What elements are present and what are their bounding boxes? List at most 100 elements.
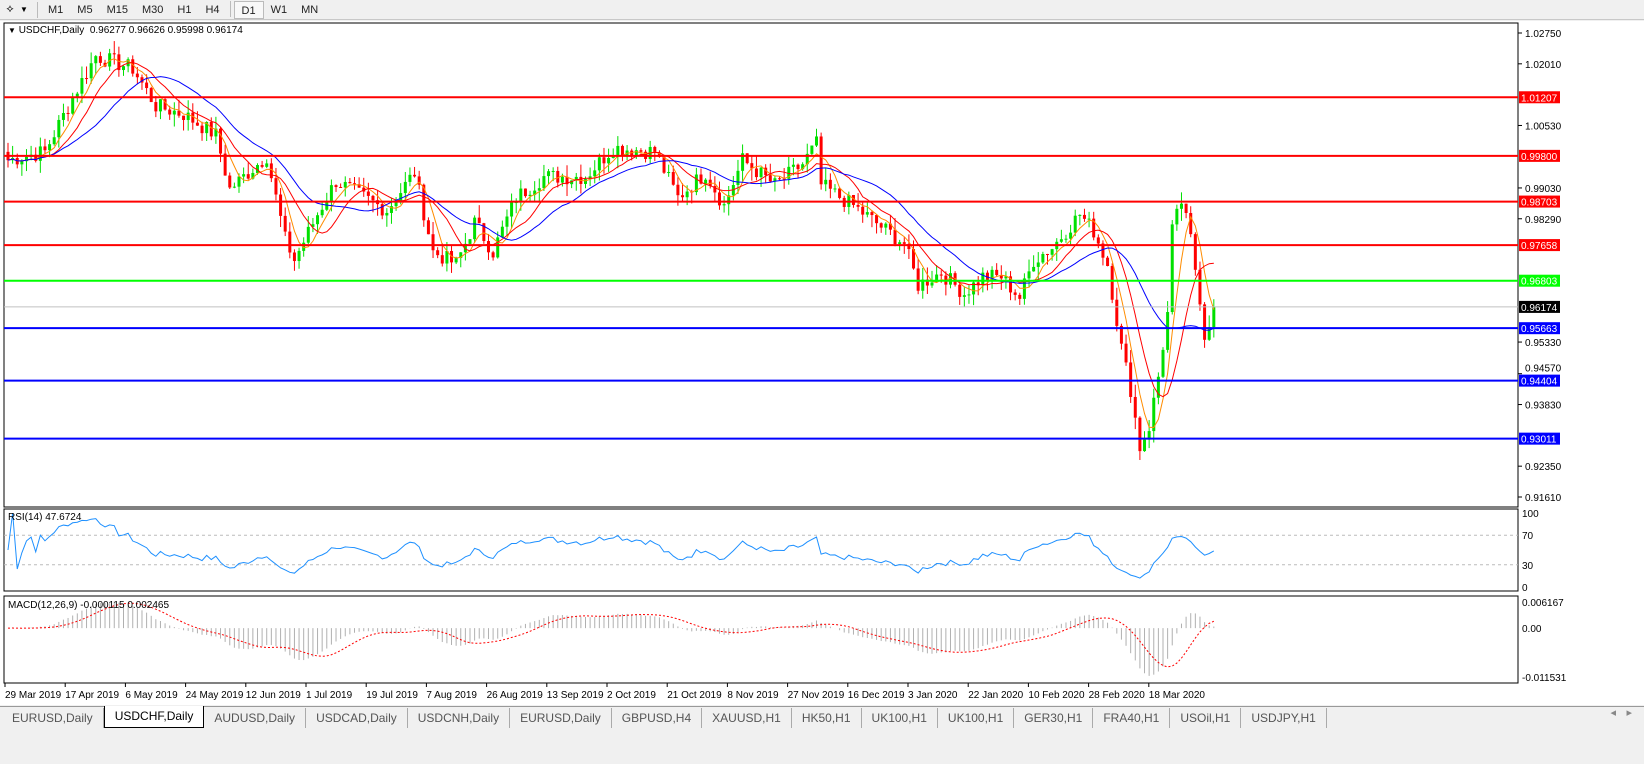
chart-tab[interactable]: USDJPY,H1 [1241, 708, 1327, 728]
candle-body [399, 193, 403, 203]
candle-body [1078, 214, 1082, 216]
candle-body [1004, 276, 1008, 279]
timeframe-d1[interactable]: D1 [233, 0, 264, 19]
candle-body [482, 223, 486, 242]
macd-label: MACD(12,26,9) -0.000115 0.002465 [8, 600, 170, 611]
candle-body [717, 192, 721, 206]
chart-tab[interactable]: UK100,H1 [938, 708, 1015, 728]
candle-body [727, 195, 731, 205]
chart-canvas[interactable]: 1.02750 1.02010 1.00530 0.99030 0.98290 0.953… [0, 21, 1644, 705]
candle-body [122, 66, 125, 71]
timeframe-m5[interactable]: M5 [77, 3, 93, 16]
candle-body [1133, 396, 1137, 418]
candle-body [292, 252, 296, 262]
candle-body [958, 284, 962, 297]
candle-body [209, 121, 213, 137]
chart-tab[interactable]: GER30,H1 [1014, 708, 1094, 728]
chart-tabs: EURUSD,Daily USDCHF,Daily AUDUSD,Daily USDC… [0, 706, 1644, 728]
chart-tab[interactable]: USOil,H1 [1170, 708, 1242, 728]
candle-body [131, 59, 135, 74]
rsi-label: RSI(14) 47.6724 [8, 512, 82, 523]
price-tick-label: 1.00530 [1525, 121, 1562, 132]
scroll-left-icon[interactable]: ◂ [1610, 707, 1616, 719]
chart-tab[interactable]: USDCNH,Daily [408, 708, 511, 728]
candle-body [1036, 262, 1040, 267]
candle-body [722, 204, 726, 206]
scroll-right-icon[interactable]: ▸ [1626, 707, 1632, 719]
candle-body [523, 188, 527, 197]
chart-tab[interactable]: EURUSD,Daily [2, 708, 104, 728]
macd-tick-label: -0.011531 [1522, 673, 1567, 684]
chart-tab[interactable]: FRA40,H1 [1093, 708, 1171, 728]
chart-tab[interactable]: USDCAD,Daily [306, 708, 408, 728]
drawing-tools-icon[interactable]: ⟡ [6, 3, 14, 15]
timeframe-h1[interactable]: H1 [177, 3, 192, 16]
candle-body [325, 201, 329, 210]
candle-body [939, 274, 943, 276]
collapse-arrow-icon[interactable]: ▼ [8, 26, 16, 35]
candle-body [995, 269, 999, 276]
candle-body [884, 223, 888, 228]
candle-body [426, 220, 430, 235]
candle-body [1050, 249, 1054, 255]
candle-body [459, 252, 463, 258]
candle-body [888, 223, 892, 230]
chart-tab[interactable]: USDCHF,Daily [103, 706, 205, 728]
candle-body [20, 161, 24, 165]
price-tick-label: 0.91610 [1525, 493, 1562, 504]
chart-tab[interactable]: AUDUSD,Daily [204, 708, 307, 728]
chart-tab[interactable]: EURUSD,Daily [510, 708, 612, 728]
toolbar-divider [37, 1, 38, 18]
candle-body [713, 186, 717, 193]
candle-body [366, 191, 370, 196]
date-label: 27 Nov 2019 [788, 690, 845, 701]
candle-body [145, 82, 149, 89]
chart-tab[interactable]: XAUUSD,H1 [702, 708, 792, 728]
level-price-badge [1519, 149, 1560, 162]
candle-body [1161, 349, 1165, 377]
candle-body [371, 195, 375, 201]
chart-window[interactable]: 1.02750 1.02010 1.00530 0.99030 0.98290 0.953… [0, 21, 1644, 705]
level-price-badge [1519, 91, 1560, 104]
candle-body [935, 274, 939, 283]
date-label: 29 Mar 2019 [5, 690, 62, 701]
candle-body [496, 237, 500, 258]
date-label: 8 Nov 2019 [727, 690, 779, 701]
candle-body [1064, 238, 1068, 240]
candle-body [1170, 224, 1174, 313]
candle-body [547, 171, 551, 177]
timeframe-m1[interactable]: M1 [48, 3, 64, 16]
candle-body [810, 145, 814, 154]
timeframe-h4[interactable]: H4 [205, 3, 220, 16]
candle-body [912, 249, 916, 269]
candle-body [764, 167, 768, 176]
rsi-tick-label: 0 [1522, 583, 1528, 594]
candle-body [228, 175, 232, 188]
candle-body [801, 164, 805, 170]
timeframe-w1[interactable]: W1 [270, 3, 288, 16]
candle-body [57, 119, 61, 138]
candle-body [389, 206, 393, 213]
chart-tab[interactable]: GBPUSD,H4 [612, 708, 703, 728]
candle-body [875, 215, 879, 224]
dropdown-arrow-icon[interactable]: ▼ [20, 5, 28, 14]
chart-tab[interactable]: UK100,H1 [862, 708, 938, 728]
candle-body [34, 154, 38, 161]
candle-body [38, 146, 42, 161]
candle-body [1013, 292, 1017, 295]
date-label: 13 Sep 2019 [547, 690, 604, 701]
candle-body [1175, 208, 1179, 225]
price-tick-label: 0.93830 [1525, 401, 1562, 412]
candle-body [865, 212, 869, 215]
level-price-label: 0.93011 [1521, 435, 1557, 446]
candle-body [1009, 276, 1013, 293]
candle-body [736, 170, 740, 185]
timeframe-m30[interactable]: M30 [141, 3, 164, 16]
chart-tab[interactable]: HK50,H1 [792, 708, 862, 728]
timeframe-mn[interactable]: MN [301, 3, 319, 16]
candle-body [357, 184, 361, 188]
timeframe-m15[interactable]: M15 [106, 3, 128, 16]
candle-body [838, 188, 842, 198]
candle-body [417, 176, 421, 185]
rsi-tick-label: 100 [1522, 509, 1539, 520]
